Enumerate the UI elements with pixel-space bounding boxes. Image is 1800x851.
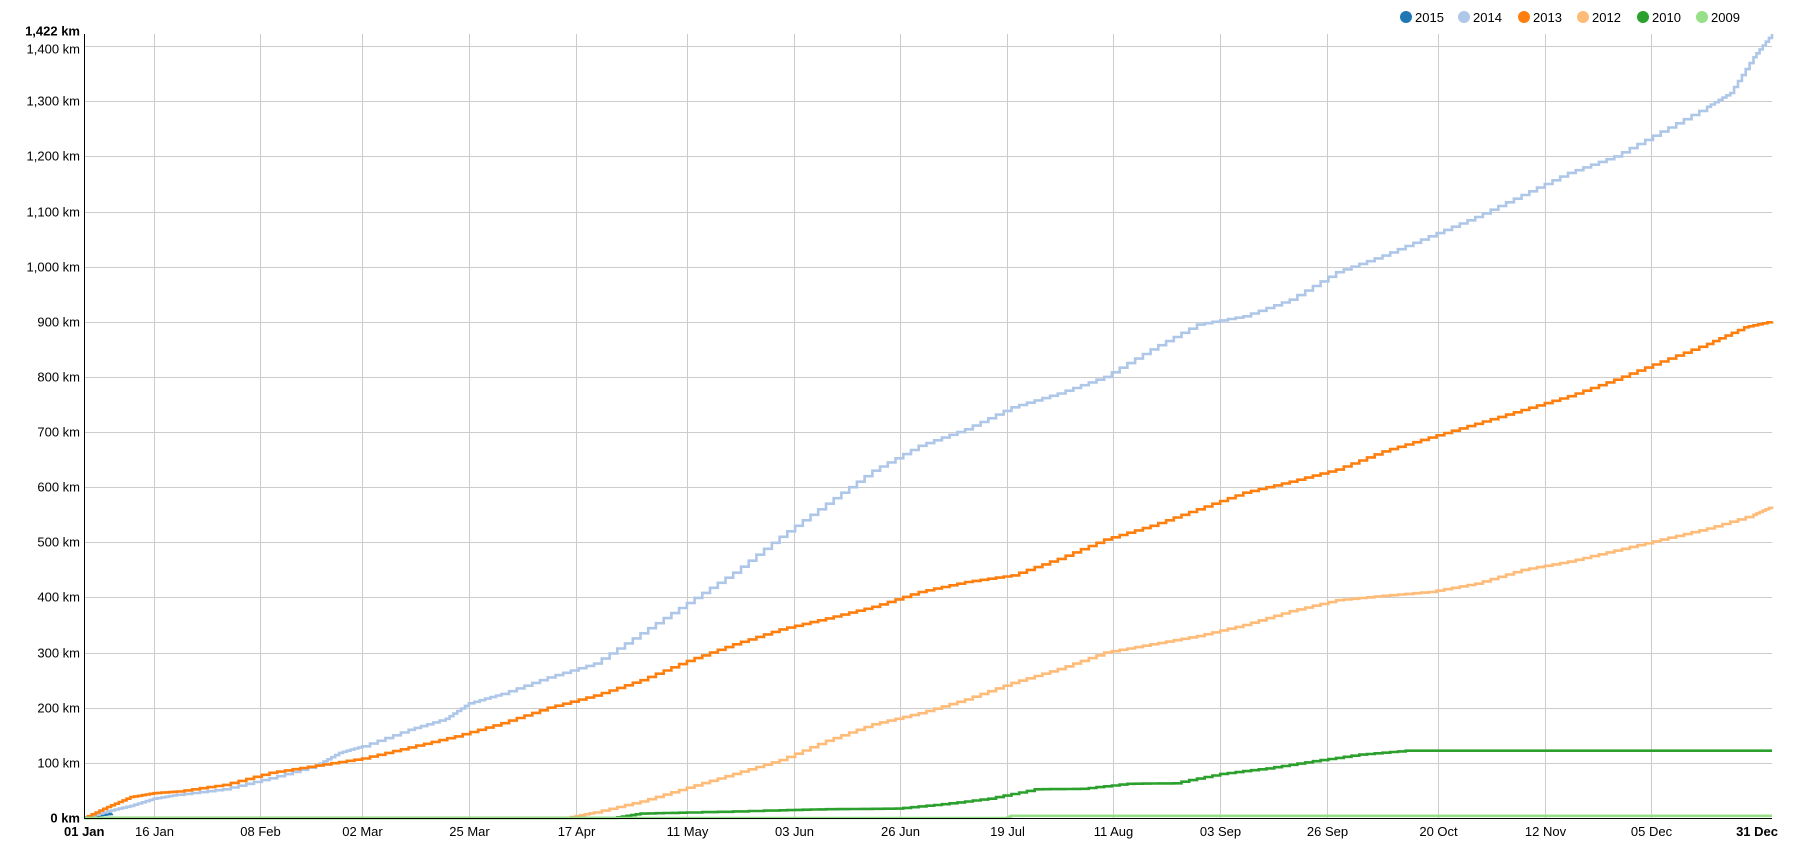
legend-item-2012[interactable]: 2012 [1577,10,1621,25]
x-tick-label: 03 Sep [1200,824,1241,839]
legend-swatch [1400,11,1412,23]
y-tick-label: 600 km [37,480,80,495]
y-tick-label: 1,100 km [27,205,80,220]
x-tick-label: 02 Mar [342,824,383,839]
legend-item-2015[interactable]: 2015 [1400,10,1444,25]
y-tick-label: 1,400 km [27,42,80,57]
legend-label: 2009 [1711,10,1740,25]
x-tick-label: 03 Jun [775,824,814,839]
x-tick-label: 05 Dec [1631,824,1673,839]
y-tick-label: 1,000 km [27,260,80,275]
x-tick-label: 31 Dec [1736,824,1778,839]
legend-swatch [1577,11,1589,23]
grid [84,34,1772,818]
y-tick-label: 1,300 km [27,94,80,109]
legend-item-2010[interactable]: 2010 [1637,10,1681,25]
y-tick-label: 0 km [50,811,80,826]
series-line-2013 [84,321,1774,820]
legend-label: 2013 [1533,10,1562,25]
legend-swatch [1458,11,1470,23]
x-tick-label: 17 Apr [558,824,596,839]
x-tick-label: 20 Oct [1419,824,1458,839]
series-lines [84,34,1774,820]
x-tick-label: 11 Aug [1094,824,1134,839]
y-tick-label: 400 km [37,590,80,605]
y-tick-label: 1,422 km [25,24,80,39]
legend-swatch [1518,11,1530,23]
legend-item-2014[interactable]: 2014 [1458,10,1502,25]
x-tick-label: 01 Jan [64,824,105,839]
x-tick-label: 16 Jan [135,824,174,839]
y-tick-label: 700 km [37,425,80,440]
y-tick-label: 300 km [37,646,80,661]
y-tick-label: 1,200 km [27,149,80,164]
legend-label: 2012 [1592,10,1621,25]
series-line-2009 [84,814,1772,820]
axes: 01 Jan 16 Jan 08 Feb 02 Mar 25 Mar 17 Apr 11 M… [25,24,1778,840]
x-tick-label: 11 May [667,824,709,839]
x-tick-label: 19 Jul [990,824,1025,839]
series-line-2012 [84,506,1774,820]
legend-swatch [1637,11,1649,23]
y-tick-label: 200 km [37,701,80,716]
x-tick-label: 12 Nov [1525,824,1567,839]
x-tick-label: 25 Mar [449,824,490,839]
series-line-2010 [84,749,1772,820]
y-tick-label: 800 km [37,370,80,385]
legend-swatch [1696,11,1708,23]
legend: 2015 2014 2013 2012 2010 2009 [1400,10,1740,25]
y-tick-label: 500 km [37,535,80,550]
y-tick-label: 100 km [37,756,80,771]
x-tick-label: 08 Feb [240,824,280,839]
legend-item-2013[interactable]: 2013 [1518,10,1562,25]
legend-label: 2015 [1415,10,1444,25]
y-tick-label: 900 km [37,315,80,330]
x-tick-label: 26 Sep [1307,824,1348,839]
legend-label: 2014 [1473,10,1502,25]
x-tick-label: 26 Jun [881,824,920,839]
legend-label: 2010 [1652,10,1681,25]
legend-item-2009[interactable]: 2009 [1696,10,1740,25]
series-line-2014 [84,34,1774,820]
